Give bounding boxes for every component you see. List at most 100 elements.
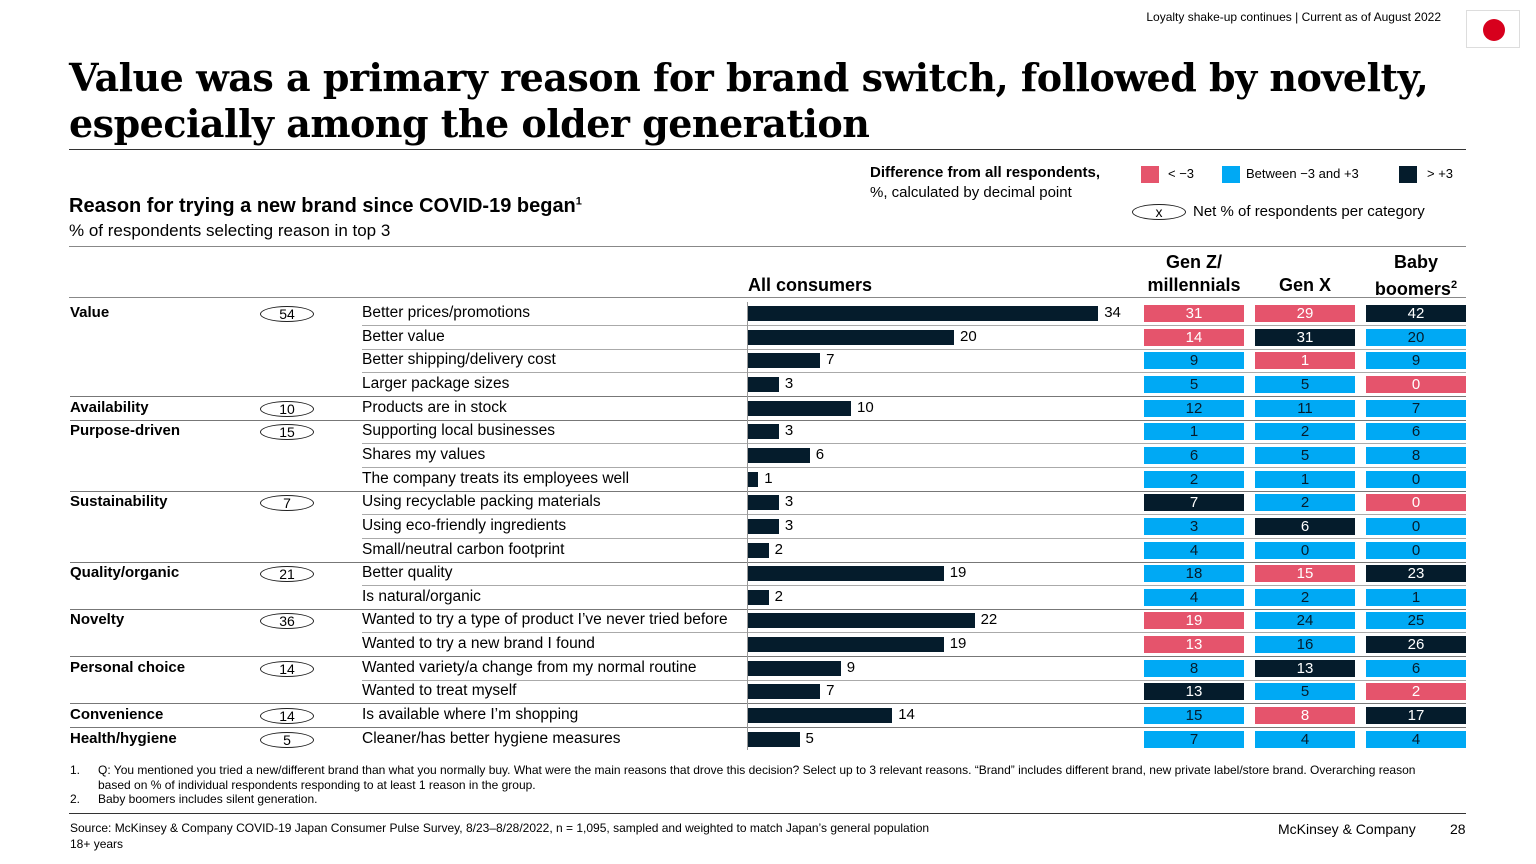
reason-label: Larger package sizes bbox=[362, 374, 510, 392]
cell-genz: 9 bbox=[1144, 352, 1244, 370]
footer-divider bbox=[69, 813, 1466, 814]
bar-value-label: 2 bbox=[774, 540, 783, 558]
bar-all-consumers bbox=[748, 542, 769, 558]
reason-label: Is available where I’m shopping bbox=[362, 706, 579, 724]
cell-boomers: 4 bbox=[1366, 730, 1466, 748]
chart-subtitle: % of respondents selecting reason in top… bbox=[69, 221, 391, 240]
cell-genx: 29 bbox=[1255, 305, 1355, 322]
row-divider bbox=[362, 443, 1466, 445]
legend-oval: x bbox=[1132, 204, 1186, 220]
footnote-number: 1. bbox=[70, 763, 81, 777]
legend-label-mid: Between −3 and +3 bbox=[1246, 166, 1359, 181]
group-divider bbox=[70, 395, 1466, 397]
cell-genx: 5 bbox=[1255, 446, 1355, 464]
net-percent-oval: 15 bbox=[260, 424, 314, 441]
cell-genx: 13 bbox=[1255, 659, 1355, 677]
cell-boomers: 25 bbox=[1366, 612, 1466, 630]
cell-genx: 16 bbox=[1255, 636, 1355, 654]
legend-label-high: > +3 bbox=[1427, 166, 1454, 181]
cell-genz: 14 bbox=[1144, 328, 1244, 346]
footnote-number: 2. bbox=[70, 792, 81, 806]
cell-boomers: 8 bbox=[1366, 446, 1466, 464]
bar-all-consumers bbox=[748, 731, 800, 747]
cell-genz: 1 bbox=[1144, 423, 1244, 441]
reason-label: Better shipping/delivery cost bbox=[362, 351, 556, 369]
cell-genx: 5 bbox=[1255, 683, 1355, 701]
bar-all-consumers bbox=[748, 566, 944, 582]
cell-boomers: 2 bbox=[1366, 683, 1466, 701]
row-divider bbox=[362, 514, 1466, 516]
cell-genx: 31 bbox=[1255, 328, 1355, 346]
cell-genz: 31 bbox=[1144, 305, 1244, 322]
group-divider bbox=[70, 656, 1466, 658]
cell-boomers: 0 bbox=[1366, 541, 1466, 559]
bar-all-consumers bbox=[748, 306, 1099, 321]
bar-all-consumers bbox=[748, 637, 944, 653]
col-header-genz: Gen Z/ millennials bbox=[1147, 252, 1241, 295]
col-header-genx: Gen X bbox=[1278, 275, 1331, 295]
bar-value-label: 9 bbox=[846, 658, 856, 676]
bar-all-consumers bbox=[748, 518, 779, 534]
cell-genx: 6 bbox=[1255, 517, 1355, 535]
reason-label: Wanted to treat myself bbox=[362, 682, 517, 700]
bar-value-label: 5 bbox=[805, 729, 814, 747]
cell-genx: 4 bbox=[1255, 730, 1355, 748]
reason-label: Shares my values bbox=[362, 445, 486, 463]
bar-all-consumers bbox=[748, 329, 954, 345]
bar-value-label: 20 bbox=[960, 327, 977, 345]
row-divider bbox=[362, 466, 1466, 468]
bar-value-label: 7 bbox=[826, 351, 835, 369]
cell-genx: 1 bbox=[1255, 352, 1355, 370]
reason-label: Wanted to try a type of product I’ve nev… bbox=[362, 611, 728, 629]
cell-genz: 18 bbox=[1144, 565, 1244, 583]
bar-all-consumers bbox=[748, 589, 769, 605]
footnote-text: Q: You mentioned you tried a new/differe… bbox=[98, 763, 1416, 792]
cell-genx: 15 bbox=[1255, 565, 1355, 583]
net-percent-oval: 14 bbox=[260, 708, 314, 725]
cell-genz: 7 bbox=[1144, 494, 1244, 512]
bar-all-consumers bbox=[748, 447, 810, 463]
table-top-divider bbox=[69, 297, 1466, 298]
cell-boomers: 7 bbox=[1366, 399, 1466, 417]
bar-value-label: 7 bbox=[826, 682, 835, 700]
cell-boomers: 6 bbox=[1366, 423, 1466, 441]
legend-swatch-high bbox=[1399, 166, 1417, 183]
cell-genz: 2 bbox=[1144, 470, 1244, 488]
category-label: Sustainability bbox=[70, 493, 168, 511]
cell-genz: 3 bbox=[1144, 517, 1244, 535]
cell-boomers: 17 bbox=[1366, 707, 1466, 725]
chart-title: Reason for trying a new brand since COVI… bbox=[69, 195, 582, 218]
bar-value-label: 3 bbox=[784, 493, 794, 511]
bar-value-label: 2 bbox=[774, 587, 783, 605]
bar-value-label: 10 bbox=[857, 398, 874, 416]
cell-boomers: 23 bbox=[1366, 565, 1466, 583]
bar-all-consumers bbox=[748, 708, 893, 724]
bar-all-consumers bbox=[748, 613, 975, 629]
net-percent-oval: 36 bbox=[260, 613, 314, 630]
bar-all-consumers bbox=[748, 660, 841, 676]
cell-boomers: 42 bbox=[1366, 305, 1466, 322]
footnote-ref: 2 bbox=[1450, 279, 1458, 291]
cell-boomers: 9 bbox=[1366, 352, 1466, 370]
bar-value-label: 22 bbox=[980, 611, 998, 629]
group-divider bbox=[70, 490, 1466, 492]
category-label: Purpose-driven bbox=[70, 422, 181, 440]
cell-genz: 4 bbox=[1144, 541, 1244, 559]
cell-genz: 19 bbox=[1144, 612, 1244, 630]
bar-value-label: 6 bbox=[815, 445, 825, 463]
cell-genz: 8 bbox=[1144, 659, 1244, 677]
reason-label: Better value bbox=[362, 327, 445, 345]
bar-value-label: 1 bbox=[764, 469, 773, 487]
bar-axis bbox=[747, 302, 748, 750]
cell-boomers: 0 bbox=[1366, 517, 1466, 535]
bar-value-label: 14 bbox=[898, 706, 915, 724]
bar-value-label: 3 bbox=[784, 516, 794, 534]
reason-label: Using recyclable packing materials bbox=[362, 493, 601, 511]
cell-genx: 11 bbox=[1255, 399, 1355, 417]
cell-boomers: 20 bbox=[1366, 328, 1466, 346]
reason-label: Products are in stock bbox=[362, 398, 507, 416]
cell-genz: 12 bbox=[1144, 399, 1244, 417]
row-divider bbox=[362, 537, 1466, 539]
col-header-all: All consumers bbox=[748, 275, 873, 295]
category-label: Personal choice bbox=[70, 658, 186, 676]
